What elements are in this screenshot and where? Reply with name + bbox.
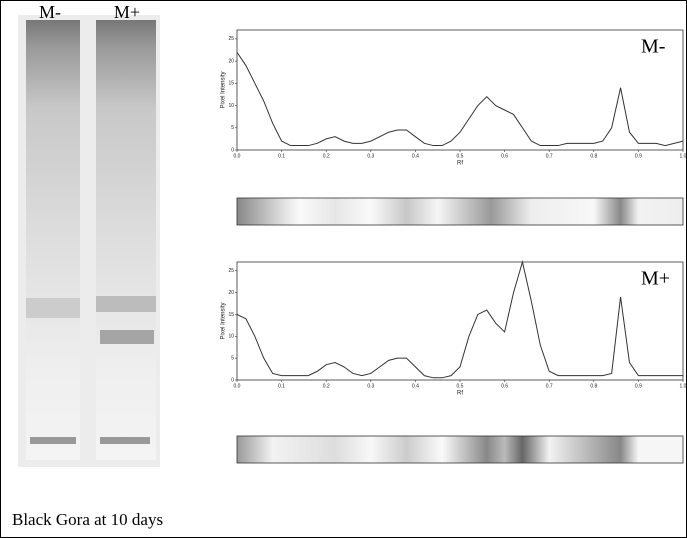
x-tick-label: 0.3 bbox=[367, 153, 374, 159]
x-tick-label: 0.2 bbox=[323, 153, 330, 159]
x-tick-label: 0.0 bbox=[234, 153, 241, 159]
gel-band bbox=[100, 330, 154, 344]
line bbox=[236, 51, 684, 147]
x-axis-label: Rf bbox=[457, 391, 463, 397]
x-tick-label: 0.1 bbox=[278, 383, 285, 389]
x-tick-label: 0.5 bbox=[457, 383, 464, 389]
y-tick-label: 0 bbox=[231, 377, 234, 383]
lane-label: M- bbox=[39, 2, 61, 22]
y-tick-label: 5 bbox=[231, 125, 234, 131]
x-tick-label: 0.6 bbox=[501, 383, 508, 389]
gel-band bbox=[26, 298, 80, 318]
y-tick-label: 0 bbox=[231, 147, 234, 153]
x-tick-label: 0.9 bbox=[635, 383, 642, 389]
x-tick-label: 1.0 bbox=[680, 153, 687, 159]
y-tick-label: 25 bbox=[228, 36, 234, 42]
density-strip bbox=[236, 197, 684, 226]
y-tick-label: 25 bbox=[228, 268, 234, 274]
x-tick-label: 0.2 bbox=[323, 383, 330, 389]
x-axis-label: Rf bbox=[457, 161, 463, 167]
gel-band bbox=[100, 437, 150, 444]
x-tick-label: 0.6 bbox=[501, 153, 508, 159]
y-tick-label: 15 bbox=[228, 312, 234, 318]
x-tick-label: 0.7 bbox=[546, 383, 553, 389]
line bbox=[236, 260, 683, 379]
y-tick-label: 10 bbox=[228, 334, 234, 340]
annotation: M+ bbox=[641, 268, 670, 290]
x-tick-label: 1.0 bbox=[680, 383, 687, 389]
y-axis-label: Pixel Intensity bbox=[221, 71, 227, 108]
annotation: M- bbox=[641, 36, 665, 58]
x-tick-label: 0.4 bbox=[412, 383, 419, 389]
gel-lane bbox=[26, 20, 80, 460]
plot-frame bbox=[236, 261, 684, 381]
y-tick-label: 10 bbox=[228, 103, 234, 109]
y-tick-label: 15 bbox=[228, 81, 234, 87]
y-tick-label: 20 bbox=[228, 290, 234, 296]
gel-lane bbox=[96, 20, 156, 460]
x-tick-label: 0.3 bbox=[367, 383, 374, 389]
y-tick-label: 5 bbox=[231, 355, 234, 361]
gel-band bbox=[96, 296, 156, 312]
x-tick-label: 0.7 bbox=[546, 153, 553, 159]
y-axis-label: Pixel Intensity bbox=[221, 302, 227, 339]
density-strip bbox=[236, 435, 684, 464]
gel-band bbox=[30, 437, 76, 444]
lane-label: M+ bbox=[114, 2, 140, 22]
x-tick-label: 0.9 bbox=[635, 153, 642, 159]
x-tick-label: 0.0 bbox=[234, 383, 241, 389]
caption: Black Gora at 10 days bbox=[12, 510, 163, 529]
x-tick-label: 0.5 bbox=[457, 153, 464, 159]
x-tick-label: 0.1 bbox=[278, 153, 285, 159]
x-tick-label: 0.4 bbox=[412, 153, 419, 159]
x-tick-label: 0.8 bbox=[590, 383, 597, 389]
x-tick-label: 0.8 bbox=[590, 153, 597, 159]
y-tick-label: 20 bbox=[228, 58, 234, 64]
